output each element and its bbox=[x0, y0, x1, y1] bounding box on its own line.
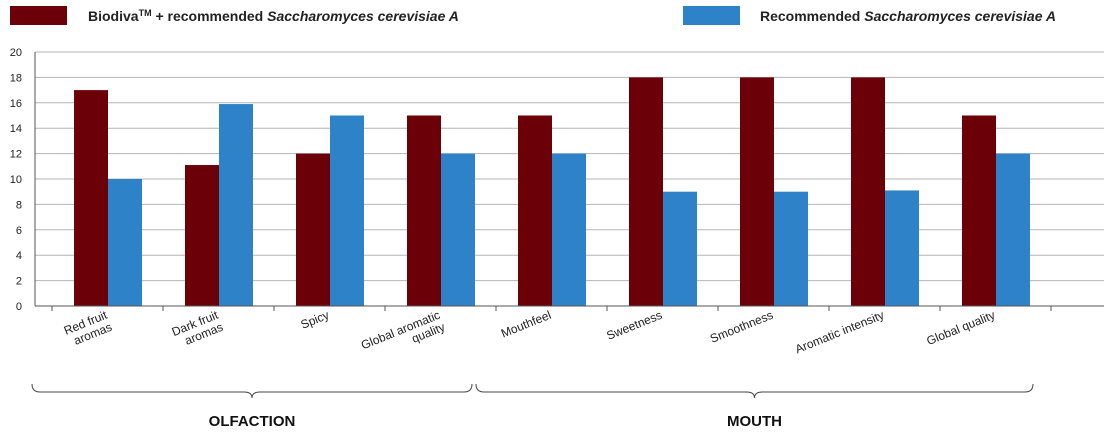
y-tick-label: 20 bbox=[10, 47, 22, 59]
legend-label-biodiva: BiodivaTM + recommended Saccharomyces ce… bbox=[88, 8, 459, 24]
x-tick-label: Aromatic intensity bbox=[793, 308, 886, 356]
bar-recommended bbox=[774, 191, 808, 306]
x-tick-label-text: Global quality bbox=[924, 308, 997, 348]
x-tick-label: Red fruitaromas bbox=[62, 308, 115, 350]
group-label: OLFACTION bbox=[209, 413, 296, 430]
y-tick-label: 8 bbox=[16, 199, 22, 211]
legend-swatch-recommended bbox=[683, 6, 740, 25]
bar-biodiva bbox=[518, 115, 552, 306]
x-tick-label: Mouthfeel bbox=[499, 308, 553, 341]
x-tick-label-text: Aromatic intensity bbox=[793, 308, 886, 356]
bar-biodiva bbox=[74, 90, 108, 306]
bar-biodiva bbox=[740, 77, 774, 307]
x-tick-label-text: Dark fruitaromas bbox=[170, 308, 226, 352]
x-tick-label-line: Mouthfeel bbox=[499, 308, 553, 341]
bar-biodiva bbox=[407, 115, 441, 306]
x-tick-label-line: Aromatic intensity bbox=[793, 308, 886, 356]
legend: BiodivaTM + recommended Saccharomyces ce… bbox=[10, 6, 1056, 25]
x-tick-label: Dark fruitaromas bbox=[170, 308, 226, 352]
bar-biodiva bbox=[296, 153, 330, 306]
category-groups: OLFACTION MOUTH bbox=[31, 383, 1034, 430]
x-tick-label-text: Global aromaticquality bbox=[359, 308, 447, 365]
x-tick-label-text: Mouthfeel bbox=[499, 308, 553, 341]
x-tick-label-text: Red fruitaromas bbox=[62, 308, 115, 350]
bar-biodiva bbox=[185, 165, 219, 306]
bar-biodiva bbox=[629, 77, 663, 307]
y-tick-label: 6 bbox=[16, 225, 22, 237]
bar-recommended bbox=[219, 104, 253, 306]
bar-biodiva bbox=[851, 77, 885, 307]
y-tick-label: 2 bbox=[16, 276, 22, 288]
bar-biodiva bbox=[962, 115, 996, 306]
y-tick-label: 16 bbox=[10, 98, 22, 110]
legend-swatch-biodiva bbox=[10, 6, 67, 25]
x-tick-label: Sweetness bbox=[604, 308, 664, 343]
bar-recommended bbox=[441, 153, 475, 306]
bar-recommended bbox=[330, 115, 364, 306]
group-brace bbox=[475, 383, 1034, 399]
x-tick-label-line: Smoothness bbox=[708, 308, 775, 346]
bar-recommended bbox=[885, 190, 919, 306]
y-tick-label: 0 bbox=[16, 301, 22, 313]
y-tick-label: 12 bbox=[10, 149, 22, 161]
x-tick-label: Spicy bbox=[299, 308, 331, 332]
bar-recommended bbox=[996, 153, 1030, 306]
x-tick-label-text: Smoothness bbox=[708, 308, 775, 346]
y-axis: 0 2 4 6 8 10 12 14 16 18 20 bbox=[10, 47, 36, 313]
x-axis-labels: Red fruitaromas Dark fruitaromas Spicy Glob… bbox=[62, 308, 997, 365]
x-axis bbox=[35, 305, 1104, 311]
y-tick-label: 10 bbox=[10, 174, 22, 186]
x-tick-label-line: Global quality bbox=[924, 308, 997, 348]
group-label: MOUTH bbox=[727, 413, 782, 430]
bars bbox=[74, 77, 1030, 307]
x-tick-label-text: Sweetness bbox=[604, 308, 664, 343]
x-tick-label-line: Sweetness bbox=[604, 308, 664, 343]
x-tick-label-line: Spicy bbox=[299, 308, 331, 332]
y-tick-label: 14 bbox=[10, 123, 22, 135]
group-brace bbox=[31, 383, 473, 399]
bar-recommended bbox=[108, 179, 142, 306]
x-tick-label-text: Spicy bbox=[299, 308, 331, 332]
bar-recommended bbox=[552, 153, 586, 306]
y-tick-label: 4 bbox=[16, 250, 22, 262]
x-tick-label: Global quality bbox=[924, 308, 997, 348]
legend-label-recommended: Recommended Saccharomyces cerevisiae A bbox=[760, 8, 1056, 24]
x-tick-label: Global aromaticquality bbox=[359, 308, 447, 365]
x-tick-label: Smoothness bbox=[708, 308, 775, 346]
bar-recommended bbox=[663, 191, 697, 306]
y-tick-label: 18 bbox=[10, 72, 22, 84]
